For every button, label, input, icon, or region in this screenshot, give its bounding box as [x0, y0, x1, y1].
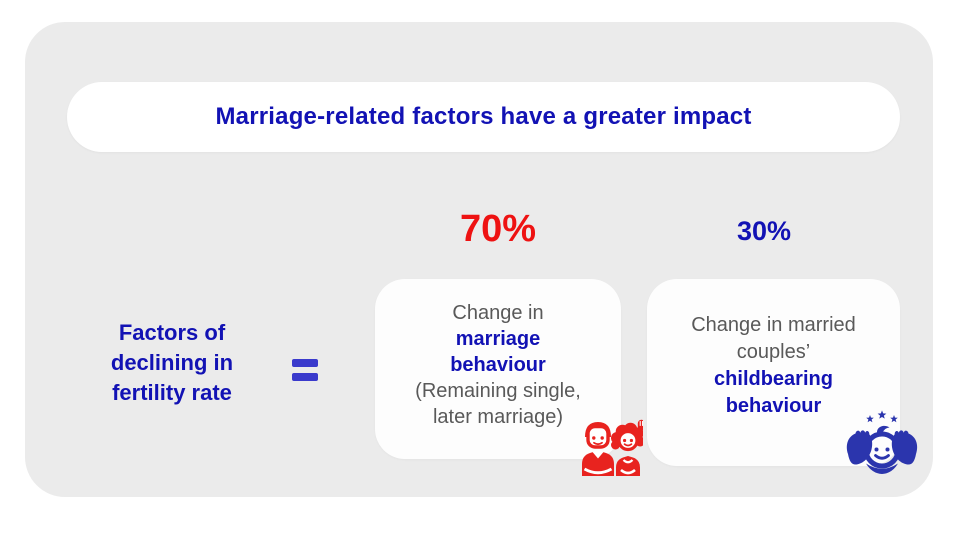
- factor-card-marriage: Change in marriage behaviour (Remaining …: [375, 279, 621, 459]
- percent-30-label: 30%: [736, 216, 792, 246]
- equation-left-label: Factors of declining in fertility rate: [63, 318, 281, 408]
- card2-line-3: childbearing: [714, 368, 833, 390]
- left-label-line-3: fertility rate: [112, 380, 232, 405]
- left-label-line-1: Factors of: [118, 320, 226, 345]
- card2-line-1: Change in married: [691, 314, 856, 336]
- card2-line-4: behaviour: [725, 395, 822, 417]
- equals-bottom-bar: [292, 373, 318, 381]
- card1-line-2: marriage: [455, 328, 541, 350]
- content-panel: Marriage-related factors have a greater …: [25, 22, 933, 497]
- couple-icon: [582, 419, 643, 476]
- left-label-line-2: declining in: [110, 350, 234, 375]
- equals-sign: =: [292, 359, 318, 381]
- slide-title: Marriage-related factors have a greater …: [215, 103, 752, 130]
- star-icon: [866, 415, 874, 423]
- hands-holding-baby-icon: [846, 410, 918, 474]
- card1-line-1: Change in: [452, 302, 544, 324]
- star-icon: [890, 415, 898, 423]
- card1-line-3: behaviour: [450, 354, 546, 376]
- card2-line-2: couples’: [736, 341, 811, 363]
- card1-line-5: later marriage): [432, 406, 564, 428]
- star-icon: [877, 410, 887, 419]
- title-banner: Marriage-related factors have a greater …: [67, 82, 900, 152]
- percent-70-label: 70%: [459, 208, 537, 250]
- equals-top-bar: [292, 359, 318, 367]
- card1-line-4: (Remaining single,: [415, 380, 581, 402]
